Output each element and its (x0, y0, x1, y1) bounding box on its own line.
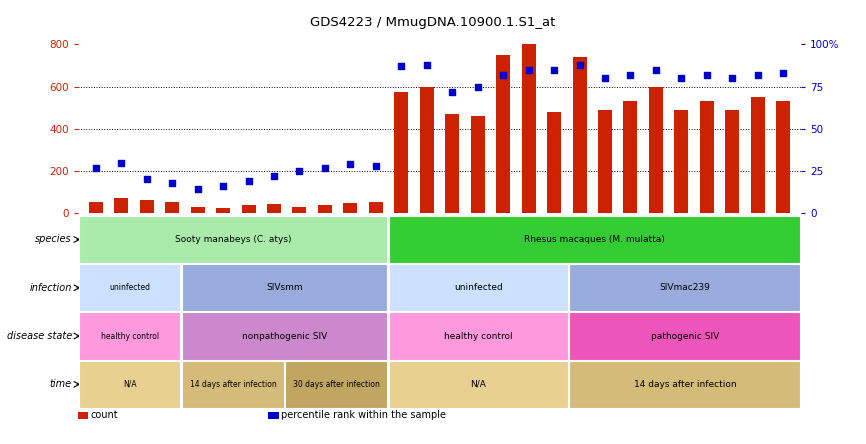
Text: healthy control: healthy control (100, 332, 158, 341)
Bar (420, 87, 434, 213)
Text: 14 days after infection: 14 days after infection (634, 380, 736, 389)
Bar (598, 110, 612, 213)
Text: uninfected: uninfected (454, 283, 502, 292)
Point (521, 66, 535, 73)
Text: GDS4223 / MmugDNA.10900.1.S1_at: GDS4223 / MmugDNA.10900.1.S1_at (310, 16, 556, 28)
Point (242, 178, 255, 185)
Bar (369, 202, 383, 213)
Bar (267, 204, 281, 213)
Point (344, 161, 358, 168)
Point (445, 88, 459, 95)
Point (139, 176, 153, 183)
Point (572, 61, 586, 68)
Text: percentile rank within the sample: percentile rank within the sample (281, 410, 447, 420)
Point (420, 61, 434, 68)
Point (471, 83, 485, 90)
Point (649, 66, 662, 73)
Text: count: count (91, 410, 119, 420)
Point (598, 75, 612, 82)
Point (114, 159, 128, 166)
Bar (293, 207, 307, 213)
Bar (445, 114, 459, 213)
Text: 30 days after infection: 30 days after infection (293, 380, 379, 389)
Bar (344, 202, 358, 213)
Point (89, 164, 103, 171)
Bar (242, 205, 255, 213)
Text: 14 days after infection: 14 days after infection (190, 380, 276, 389)
Bar (572, 57, 586, 213)
Bar (649, 87, 662, 213)
Point (776, 70, 790, 77)
Point (624, 71, 637, 78)
Bar (191, 207, 204, 213)
Bar (394, 92, 408, 213)
Point (318, 164, 332, 171)
Text: Rhesus macaques (M. mulatta): Rhesus macaques (M. mulatta) (524, 235, 665, 244)
Point (216, 182, 230, 190)
Text: time: time (49, 379, 72, 389)
Text: uninfected: uninfected (109, 283, 150, 292)
Bar (496, 55, 510, 213)
Bar (521, 44, 535, 213)
Bar (547, 112, 561, 213)
Text: Sooty manabeys (C. atys): Sooty manabeys (C. atys) (175, 235, 291, 244)
Text: pathogenic SIV: pathogenic SIV (650, 332, 719, 341)
Text: healthy control: healthy control (444, 332, 513, 341)
Bar (675, 110, 688, 213)
Point (751, 71, 765, 78)
Bar (88, 202, 103, 213)
Point (293, 167, 307, 174)
Text: SIVsmm: SIVsmm (266, 283, 303, 292)
Bar (216, 208, 230, 213)
Text: species: species (36, 234, 72, 245)
Bar (139, 201, 153, 213)
Bar (700, 101, 714, 213)
Text: N/A: N/A (123, 380, 137, 389)
Bar (726, 110, 740, 213)
Point (165, 179, 179, 186)
Bar (776, 101, 791, 213)
Point (496, 71, 510, 78)
Point (191, 186, 204, 193)
Bar (471, 116, 485, 213)
Bar (624, 101, 637, 213)
Bar (165, 202, 179, 213)
Bar (114, 198, 128, 213)
Point (726, 75, 740, 82)
Point (675, 75, 688, 82)
Point (700, 71, 714, 78)
Bar (318, 205, 332, 213)
Point (267, 172, 281, 179)
Point (547, 66, 561, 73)
Point (369, 163, 383, 170)
Text: infection: infection (29, 283, 72, 293)
Text: N/A: N/A (470, 380, 486, 389)
Point (394, 63, 408, 70)
Bar (751, 97, 765, 213)
Text: SIVmac239: SIVmac239 (659, 283, 710, 292)
Text: nonpathogenic SIV: nonpathogenic SIV (242, 332, 327, 341)
Text: disease state: disease state (7, 331, 72, 341)
